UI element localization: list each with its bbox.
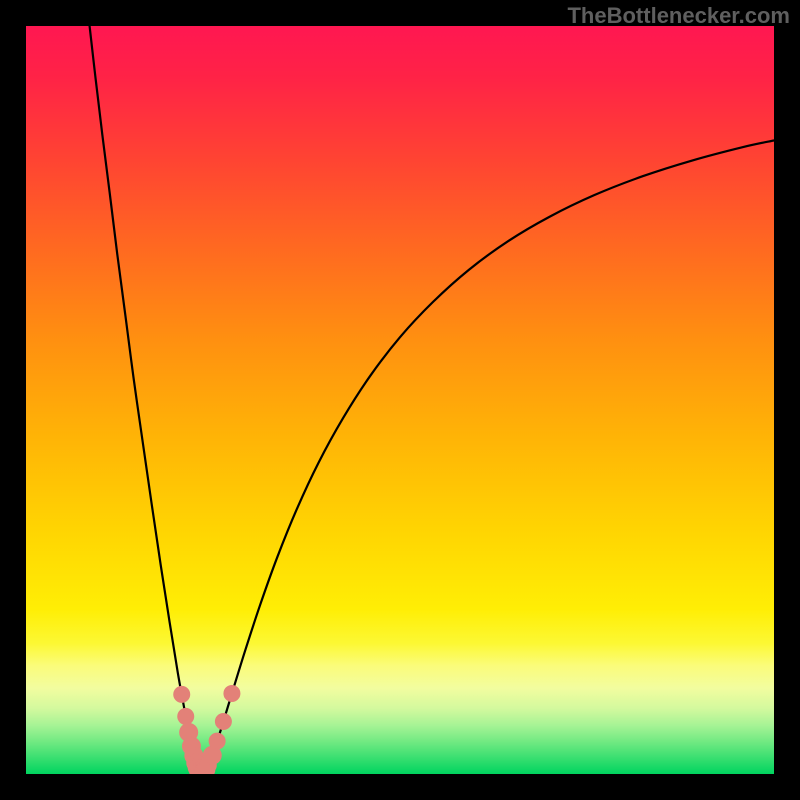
marker-right-4 [215, 713, 231, 729]
marker-left-1 [178, 708, 194, 724]
curves-layer [26, 26, 774, 774]
watermark-text: TheBottlenecker.com [567, 3, 790, 29]
marker-left-0 [174, 686, 190, 702]
marker-group [174, 685, 240, 774]
marker-right-5 [224, 685, 240, 701]
marker-right-3 [209, 733, 225, 749]
curve-left [90, 26, 201, 774]
plot-area [26, 26, 774, 774]
curve-right [201, 140, 774, 774]
chart-frame: TheBottlenecker.com [0, 0, 800, 800]
